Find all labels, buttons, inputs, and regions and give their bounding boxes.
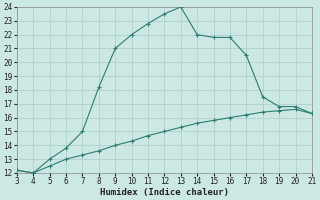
X-axis label: Humidex (Indice chaleur): Humidex (Indice chaleur): [100, 188, 229, 197]
